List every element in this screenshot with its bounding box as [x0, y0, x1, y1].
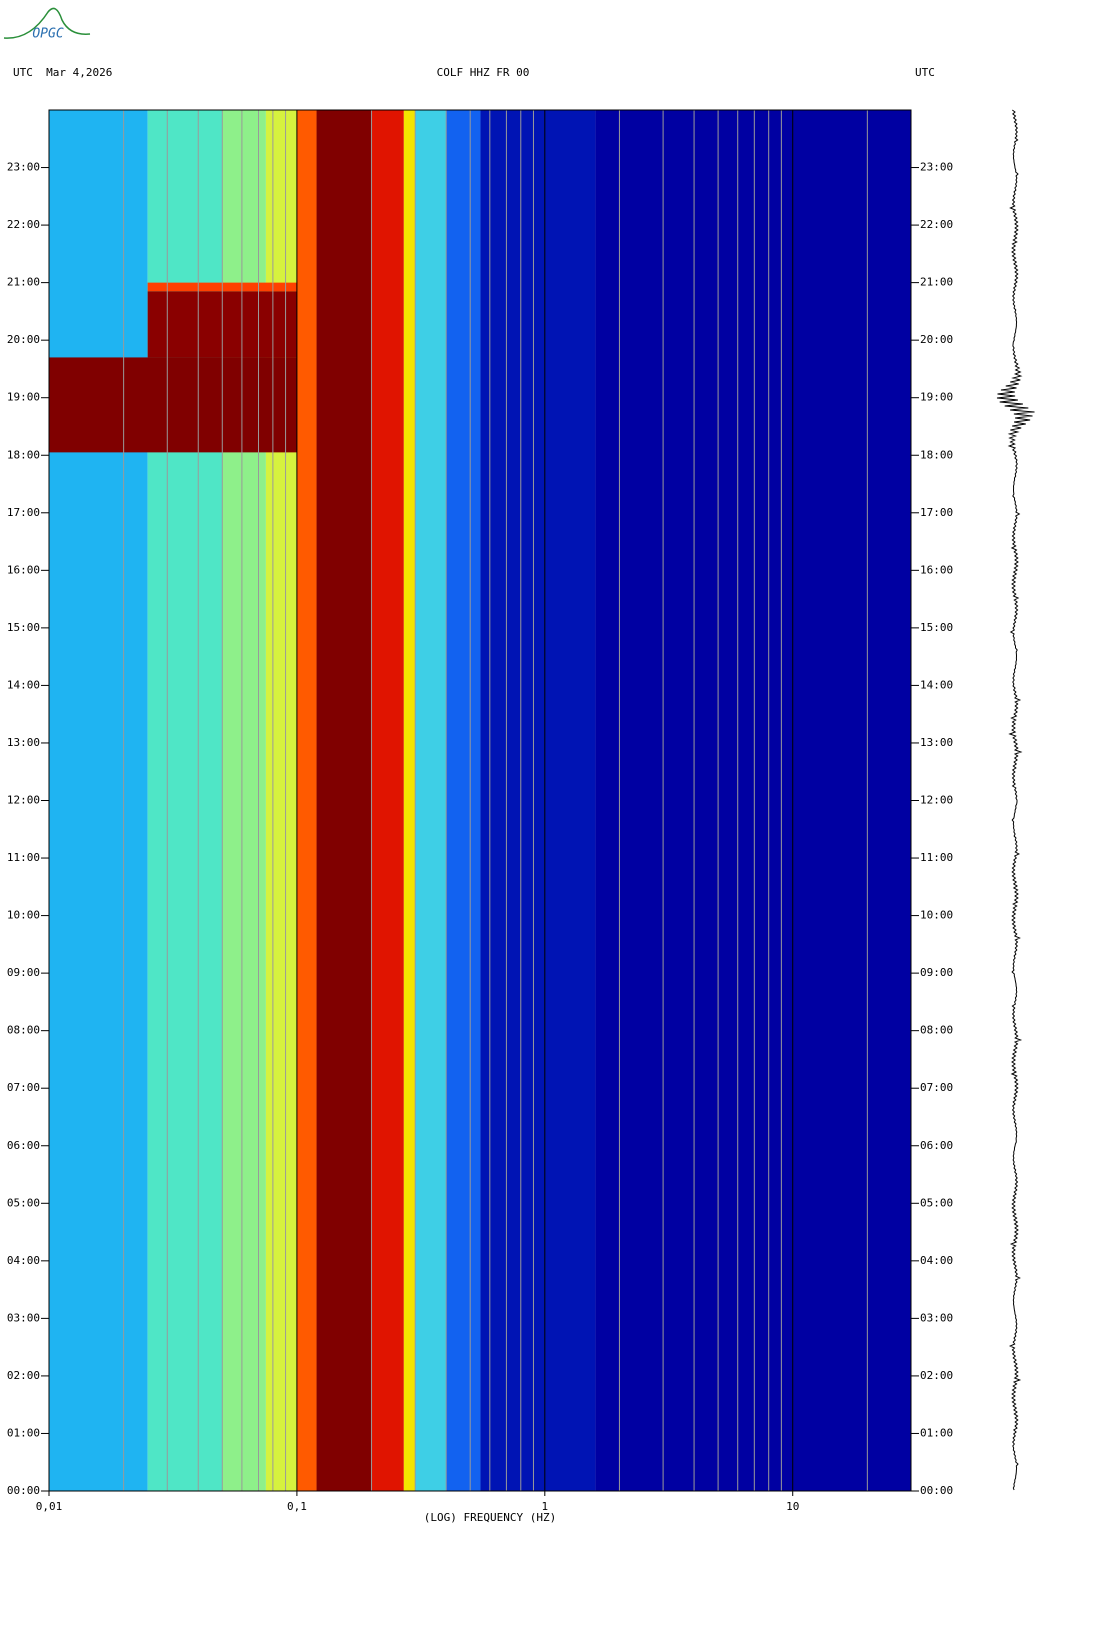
- x-tick-label: 0,1: [287, 1500, 307, 1513]
- y-tick-label: 01:00: [7, 1426, 40, 1439]
- y-tick-label: 03:00: [7, 1311, 40, 1324]
- chart-title: COLF HHZ FR 00: [437, 66, 530, 79]
- y-tick-label-right: 09:00: [920, 966, 953, 979]
- spectral-band: [296, 110, 317, 1491]
- y-tick-label: 11:00: [7, 851, 40, 864]
- spectral-band: [446, 110, 481, 1491]
- plot-frame: [48, 109, 912, 1492]
- y-tick-label-right: 08:00: [920, 1024, 953, 1037]
- y-tick-label-right: 10:00: [920, 909, 953, 922]
- y-tick-label: 02:00: [7, 1369, 40, 1382]
- y-tick-label: 19:00: [7, 391, 40, 404]
- y-tick-label-right: 15:00: [920, 621, 953, 634]
- y-tick-label: 00:00: [7, 1484, 40, 1497]
- seismogram: [996, 109, 1035, 1491]
- y-tick-label-right: 05:00: [920, 1196, 953, 1209]
- y-tick-label-right: 02:00: [920, 1369, 953, 1382]
- event-block: [49, 357, 297, 453]
- y-tick-label: 18:00: [7, 448, 40, 461]
- spectral-band: [316, 110, 372, 1491]
- y-tick-label: 17:00: [7, 506, 40, 519]
- spectral-band: [49, 110, 148, 1491]
- x-tick-label: 10: [786, 1500, 799, 1513]
- y-tick-label: 13:00: [7, 736, 40, 749]
- y-tick-label-right: 06:00: [920, 1139, 953, 1152]
- y-tick-label-right: 01:00: [920, 1426, 953, 1439]
- y-tick-label-right: 19:00: [920, 391, 953, 404]
- y-tick-label: 15:00: [7, 621, 40, 634]
- spectral-band: [480, 110, 596, 1491]
- y-tick-label-right: 20:00: [920, 333, 953, 346]
- y-tick-label: 05:00: [7, 1196, 40, 1209]
- y-tick-label-right: 12:00: [920, 794, 953, 807]
- y-tick-label: 16:00: [7, 563, 40, 576]
- spectral-band: [415, 110, 447, 1491]
- y-tick-label-right: 11:00: [920, 851, 953, 864]
- y-tick-label: 12:00: [7, 794, 40, 807]
- spectral-band: [371, 110, 404, 1491]
- y-tick-label: 23:00: [7, 161, 40, 174]
- logo: OPGC: [32, 27, 63, 42]
- y-tick-label: 09:00: [7, 966, 40, 979]
- y-tick-label-right: 03:00: [920, 1311, 953, 1324]
- y-tick-label-right: 13:00: [920, 736, 953, 749]
- y-tick-label: 21:00: [7, 276, 40, 289]
- y-tick-label: 04:00: [7, 1254, 40, 1267]
- y-tick-label-right: 07:00: [920, 1081, 953, 1094]
- y-tick-label: 10:00: [7, 909, 40, 922]
- y-tick-label-right: 00:00: [920, 1484, 953, 1497]
- header-right: UTC: [915, 66, 935, 79]
- y-tick-label-right: 14:00: [920, 678, 953, 691]
- y-tick-label-right: 21:00: [920, 276, 953, 289]
- y-tick-label: 14:00: [7, 678, 40, 691]
- y-tick-label: 22:00: [7, 218, 40, 231]
- y-tick-label-right: 23:00: [920, 161, 953, 174]
- y-tick-label-right: 22:00: [920, 218, 953, 231]
- logo-curve: [3, 7, 91, 39]
- y-tick-label: 08:00: [7, 1024, 40, 1037]
- y-tick-label: 07:00: [7, 1081, 40, 1094]
- x-axis-label: (LOG) FREQUENCY (HZ): [424, 1511, 556, 1524]
- y-tick-label: 06:00: [7, 1139, 40, 1152]
- x-tick-label: 0,01: [36, 1500, 63, 1513]
- y-tick-label-right: 16:00: [920, 563, 953, 576]
- spectral-band: [403, 110, 416, 1491]
- y-tick-label-right: 17:00: [920, 506, 953, 519]
- y-tick-label: 20:00: [7, 333, 40, 346]
- spectral-band: [595, 110, 911, 1491]
- y-tick-label-right: 18:00: [920, 448, 953, 461]
- x-tick-label: 1: [541, 1500, 548, 1513]
- header-left: UTC Mar 4,2026: [13, 66, 112, 79]
- y-tick-label-right: 04:00: [920, 1254, 953, 1267]
